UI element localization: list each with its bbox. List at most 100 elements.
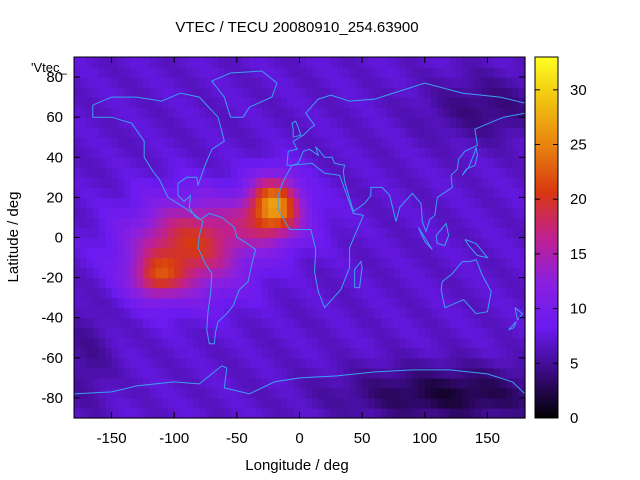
heatmap-cell: [462, 367, 470, 379]
heatmap-cell: [312, 237, 319, 249]
heatmap-cell: [117, 107, 125, 118]
heatmap-cell: [330, 187, 338, 198]
heatmap-cell: [418, 277, 426, 289]
heatmap-cell: [518, 107, 526, 118]
heatmap-cell: [424, 77, 432, 88]
heatmap-cell: [205, 107, 213, 118]
heatmap-cell: [424, 107, 432, 118]
heatmap-cell: [74, 97, 81, 108]
coastline: [291, 120, 302, 138]
heatmap-cell: [105, 197, 113, 209]
heatmap-cell: [224, 387, 232, 399]
heatmap-cell: [424, 307, 432, 319]
heatmap-cell: [443, 317, 451, 329]
heatmap-cell: [149, 137, 157, 148]
heatmap-cell: [174, 87, 182, 98]
heatmap-cell: [293, 327, 301, 339]
heatmap-cell: [343, 347, 351, 359]
heatmap-cell: [111, 207, 119, 219]
heatmap-cell: [518, 147, 526, 158]
heatmap-cell: [431, 187, 438, 198]
heatmap-cell: [412, 317, 420, 329]
heatmap-cell: [324, 217, 332, 229]
heatmap-cell: [493, 227, 501, 239]
heatmap-cell: [149, 327, 157, 339]
heatmap-cell: [512, 147, 520, 158]
heatmap-cell: [92, 337, 100, 349]
heatmap-cell: [481, 137, 489, 148]
heatmap-cell: [343, 77, 351, 88]
heatmap-cell: [286, 137, 294, 148]
heatmap-cell: [92, 127, 100, 138]
heatmap-cell: [493, 377, 501, 389]
heatmap-cell: [518, 277, 526, 289]
heatmap-cell: [92, 317, 100, 329]
heatmap-cell: [236, 257, 244, 269]
heatmap-cell: [124, 87, 131, 98]
heatmap-cell: [405, 127, 413, 138]
heatmap-cell: [74, 307, 81, 319]
heatmap-cell: [224, 347, 232, 359]
heatmap-cell: [343, 287, 351, 299]
heatmap-cell: [205, 117, 213, 128]
heatmap-cell: [299, 87, 307, 98]
heatmap-cell: [149, 257, 157, 269]
heatmap-cell: [399, 207, 407, 219]
heatmap-cell: [155, 87, 163, 98]
heatmap-cell: [456, 197, 463, 209]
heatmap-cell: [487, 327, 495, 339]
heatmap-cell: [149, 127, 157, 138]
heatmap-cell: [180, 327, 188, 339]
heatmap-cell: [324, 177, 332, 188]
heatmap-cell: [286, 217, 294, 229]
heatmap-cell: [343, 147, 351, 158]
heatmap-cell: [424, 207, 432, 219]
heatmap-cell: [449, 337, 457, 349]
heatmap-cell: [437, 97, 445, 108]
heatmap-cell: [142, 257, 150, 269]
heatmap-cell: [424, 377, 432, 389]
heatmap-cell: [124, 187, 131, 198]
heatmap-cell: [243, 197, 250, 209]
heatmap-cell: [324, 277, 332, 289]
heatmap-cell: [437, 177, 445, 188]
heatmap-cell: [512, 357, 520, 369]
heatmap-cell: [117, 277, 125, 289]
heatmap-cell: [268, 277, 276, 289]
heatmap-cell: [362, 287, 369, 299]
heatmap-cell: [230, 367, 238, 379]
heatmap-cell: [105, 407, 113, 419]
coastline: [435, 222, 450, 247]
heatmap-cell: [155, 197, 163, 209]
heatmap-cell: [374, 157, 382, 168]
heatmap-cell: [437, 347, 445, 359]
heatmap-cell: [255, 367, 263, 379]
heatmap-cell: [412, 327, 420, 339]
heatmap-cell: [374, 87, 382, 98]
heatmap-cell: [268, 397, 276, 409]
heatmap-cell: [343, 127, 351, 138]
heatmap-cell: [468, 247, 476, 259]
heatmap-cell: [318, 307, 326, 319]
heatmap-cell: [493, 197, 501, 209]
heatmap-cell: [481, 127, 489, 138]
heatmap-cell: [218, 257, 225, 269]
heatmap-cell: [105, 387, 113, 399]
heatmap-cell: [424, 267, 432, 279]
heatmap-cell: [205, 227, 213, 239]
heatmap-cell: [499, 387, 507, 399]
heatmap-cell: [512, 97, 520, 108]
heatmap-cell: [418, 147, 426, 158]
heatmap-cell: [518, 157, 526, 168]
heatmap-cell: [293, 257, 301, 269]
heatmap-cell: [499, 157, 507, 168]
heatmap-cell: [393, 287, 401, 299]
heatmap-cell: [481, 337, 489, 349]
heatmap-cell: [518, 227, 526, 239]
heatmap-cell: [343, 217, 351, 229]
heatmap-cell: [380, 77, 388, 88]
heatmap-cell: [462, 267, 470, 279]
heatmap-cell: [305, 337, 313, 349]
heatmap-cell: [161, 167, 169, 178]
heatmap-cell: [142, 297, 150, 309]
